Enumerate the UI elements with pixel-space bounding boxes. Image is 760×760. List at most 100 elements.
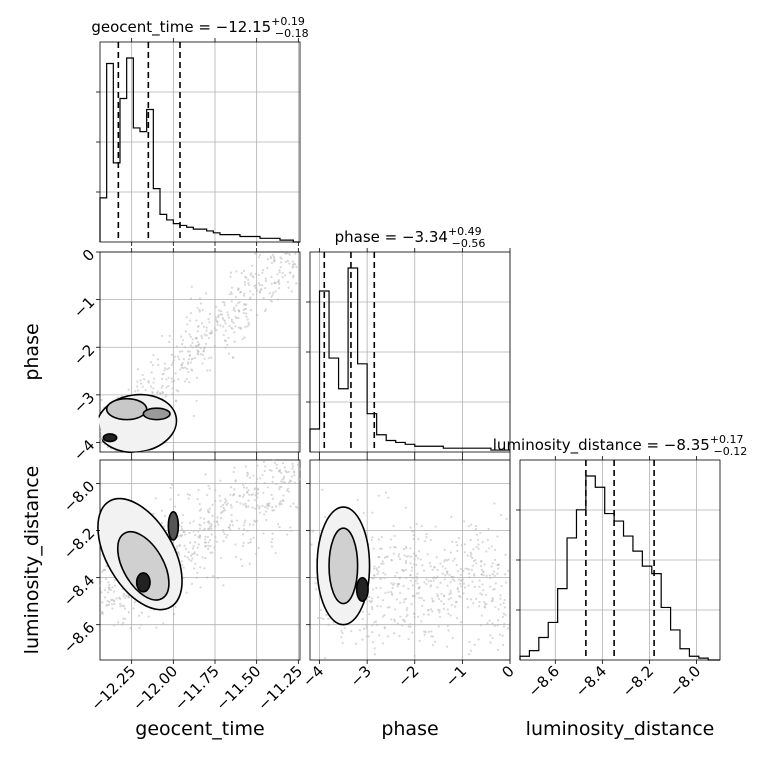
sample-point xyxy=(256,504,259,507)
sample-point xyxy=(266,507,269,510)
sample-point xyxy=(134,390,137,393)
sample-point xyxy=(423,633,426,636)
sample-point xyxy=(503,606,507,609)
sample-point xyxy=(382,562,385,565)
sample-point xyxy=(175,545,179,548)
sample-point xyxy=(502,612,505,615)
sample-point xyxy=(274,290,277,293)
sample-point xyxy=(112,590,116,593)
sample-point xyxy=(214,305,218,309)
sample-point xyxy=(208,369,212,372)
sample-point xyxy=(207,541,210,544)
sample-point xyxy=(421,604,424,607)
sample-point xyxy=(205,334,208,337)
sample-point xyxy=(258,511,262,514)
sample-point xyxy=(500,513,503,517)
sample-point xyxy=(443,548,446,551)
sample-point xyxy=(499,594,502,597)
sample-point xyxy=(170,377,173,380)
sample-point xyxy=(230,290,233,294)
sample-point xyxy=(191,547,195,550)
sample-point xyxy=(282,499,285,503)
sample-point xyxy=(229,493,232,496)
sample-point xyxy=(472,548,475,551)
sample-point xyxy=(485,574,488,577)
sample-point xyxy=(108,600,111,604)
sample-point xyxy=(432,579,435,582)
sample-point xyxy=(478,579,481,582)
sample-point xyxy=(284,252,287,255)
sample-point xyxy=(451,636,454,639)
sample-point xyxy=(156,358,159,361)
sample-point xyxy=(231,327,234,330)
sample-point xyxy=(361,617,364,621)
sample-point xyxy=(108,603,111,606)
sample-point xyxy=(285,471,289,474)
sample-point xyxy=(407,637,410,641)
sample-point xyxy=(274,552,277,555)
sample-point xyxy=(430,635,433,638)
sample-point xyxy=(228,526,231,530)
sample-point xyxy=(213,327,216,330)
sample-point xyxy=(137,614,141,617)
sample-point xyxy=(381,560,384,563)
panel-frame xyxy=(99,459,301,661)
sample-point xyxy=(412,563,416,566)
sample-point xyxy=(258,291,261,294)
sample-point xyxy=(252,536,255,539)
sample-point xyxy=(222,540,225,543)
sample-point xyxy=(127,388,130,391)
sample-point xyxy=(264,510,268,513)
sample-point xyxy=(340,636,343,639)
sample-point xyxy=(290,529,293,532)
sample-point xyxy=(415,563,418,566)
sample-point xyxy=(219,324,222,327)
sample-point xyxy=(186,323,189,326)
sample-point xyxy=(290,480,293,483)
sample-point xyxy=(469,538,472,542)
sample-point xyxy=(184,533,187,536)
sample-point xyxy=(198,509,201,512)
sample-point xyxy=(217,314,220,317)
sample-point xyxy=(431,568,434,571)
sample-point xyxy=(189,312,193,315)
sample-point xyxy=(484,593,487,596)
sample-point xyxy=(239,327,242,330)
sample-point xyxy=(287,470,291,473)
sample-point xyxy=(233,340,236,343)
sample-point xyxy=(244,504,247,507)
sample-point xyxy=(383,626,386,630)
sample-point xyxy=(411,529,414,532)
sample-point xyxy=(136,368,140,371)
sample-point xyxy=(197,543,200,546)
sample-point xyxy=(186,350,190,353)
sample-point xyxy=(489,585,492,588)
sample-point xyxy=(296,463,299,466)
sample-point xyxy=(191,346,194,349)
sample-point xyxy=(491,573,494,576)
sample-point xyxy=(503,598,506,602)
sample-point xyxy=(242,269,246,273)
sample-point xyxy=(191,357,194,360)
sample-point xyxy=(232,470,235,474)
sample-point xyxy=(245,315,248,318)
sample-point xyxy=(498,633,502,636)
sample-point xyxy=(243,336,246,339)
x-axis-label: luminosity_distance xyxy=(526,718,715,740)
sample-point xyxy=(164,514,167,518)
sample-point xyxy=(176,551,180,554)
sample-point xyxy=(499,597,502,600)
sample-point xyxy=(165,393,168,396)
sample-point xyxy=(249,308,252,312)
sample-point xyxy=(293,474,296,477)
sample-point xyxy=(108,583,111,587)
sample-point xyxy=(391,586,394,590)
sample-point xyxy=(257,273,260,277)
sample-point xyxy=(196,306,199,310)
sample-point xyxy=(272,459,275,462)
sample-point xyxy=(427,613,430,616)
sample-point xyxy=(409,526,412,529)
sample-point xyxy=(254,252,257,255)
sample-point xyxy=(325,613,328,617)
sample-point xyxy=(457,590,460,593)
